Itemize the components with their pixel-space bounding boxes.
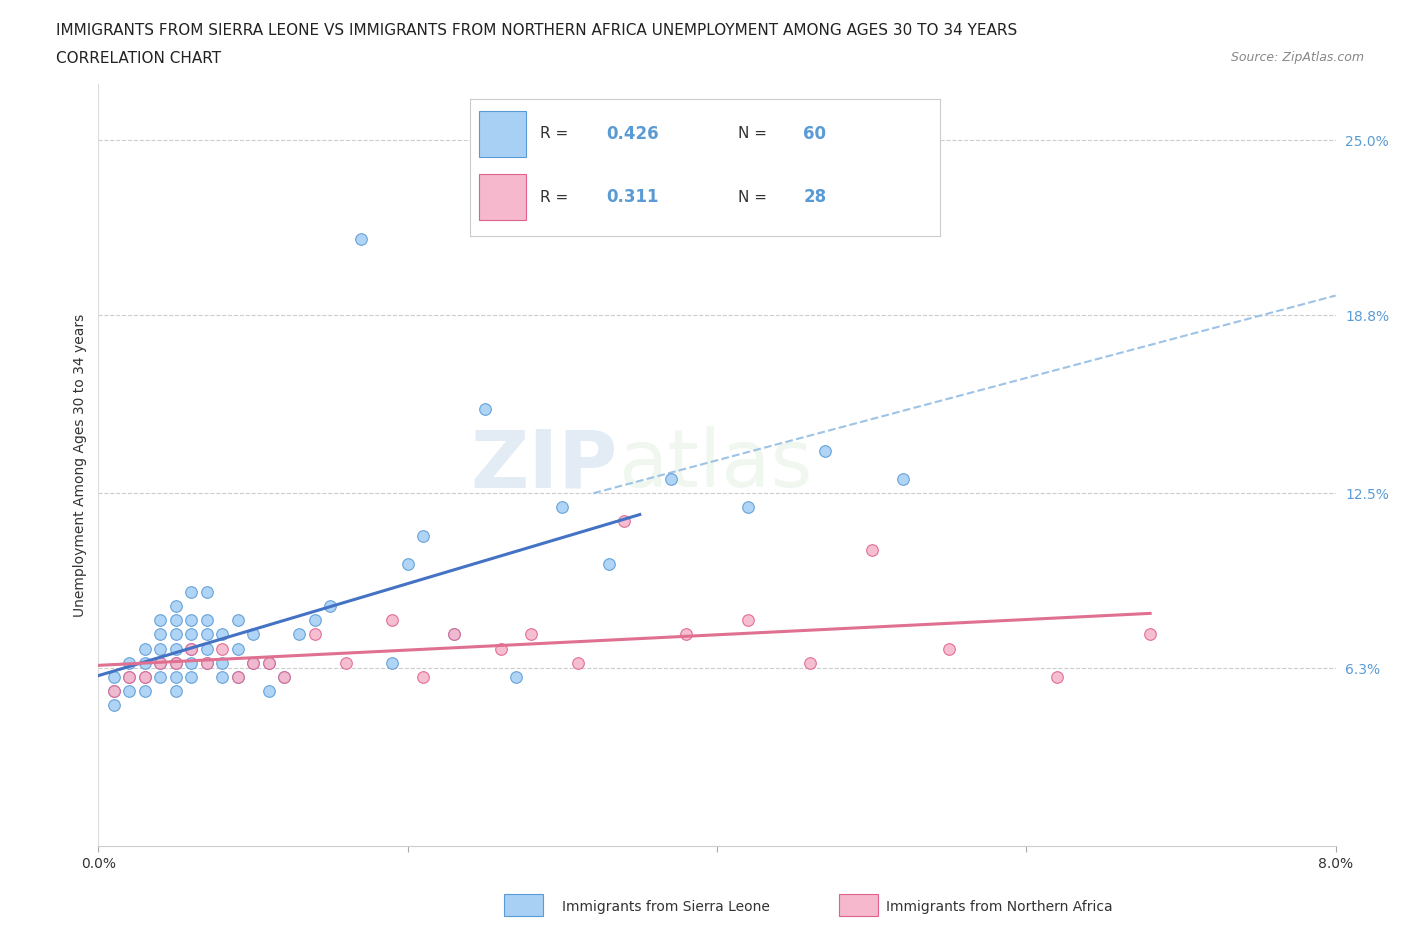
Point — [180, 641, 202, 656]
Point — [319, 599, 342, 614]
Text: Immigrants from Sierra Leone: Immigrants from Sierra Leone — [562, 899, 770, 914]
Point — [242, 656, 264, 671]
Point — [149, 670, 172, 684]
Point — [799, 656, 821, 671]
Text: Source: ZipAtlas.com: Source: ZipAtlas.com — [1230, 51, 1364, 64]
Point — [180, 613, 202, 628]
Point — [396, 556, 419, 571]
Y-axis label: Unemployment Among Ages 30 to 34 years: Unemployment Among Ages 30 to 34 years — [73, 313, 87, 617]
Point — [195, 656, 218, 671]
Point — [103, 684, 125, 698]
Point — [226, 670, 249, 684]
Point — [381, 613, 404, 628]
Point — [1046, 670, 1069, 684]
Point — [103, 670, 125, 684]
Text: CORRELATION CHART: CORRELATION CHART — [56, 51, 221, 66]
Point — [860, 542, 883, 557]
Point — [489, 641, 512, 656]
Bar — [838, 894, 877, 916]
Point — [103, 698, 125, 712]
Point — [257, 684, 280, 698]
Point — [443, 627, 465, 642]
Point — [165, 641, 187, 656]
Point — [242, 656, 264, 671]
Point — [149, 641, 172, 656]
Point — [288, 627, 311, 642]
Point — [165, 599, 187, 614]
Point — [134, 641, 156, 656]
Point — [520, 627, 543, 642]
Bar — [503, 894, 543, 916]
Point — [1139, 627, 1161, 642]
Point — [381, 656, 404, 671]
Point — [118, 670, 141, 684]
Point — [180, 627, 202, 642]
Point — [598, 556, 620, 571]
Point — [242, 627, 264, 642]
Point — [180, 670, 202, 684]
Point — [134, 670, 156, 684]
Point — [134, 684, 156, 698]
Point — [273, 670, 295, 684]
Point — [211, 641, 233, 656]
Point — [226, 670, 249, 684]
Point — [474, 401, 496, 416]
Point — [195, 641, 218, 656]
Point — [103, 684, 125, 698]
Point — [165, 627, 187, 642]
Point — [149, 656, 172, 671]
Point — [814, 444, 837, 458]
Point — [180, 656, 202, 671]
Point — [350, 232, 373, 246]
Point — [226, 641, 249, 656]
Point — [737, 613, 759, 628]
Point — [443, 627, 465, 642]
Point — [505, 670, 527, 684]
Point — [737, 500, 759, 515]
Point — [134, 656, 156, 671]
Point — [165, 684, 187, 698]
Text: IMMIGRANTS FROM SIERRA LEONE VS IMMIGRANTS FROM NORTHERN AFRICA UNEMPLOYMENT AMO: IMMIGRANTS FROM SIERRA LEONE VS IMMIGRAN… — [56, 23, 1018, 38]
Point — [165, 656, 187, 671]
Point — [118, 656, 141, 671]
Text: ZIP: ZIP — [471, 426, 619, 504]
Point — [257, 656, 280, 671]
Point — [149, 627, 172, 642]
Point — [304, 613, 326, 628]
Point — [165, 656, 187, 671]
Point — [273, 670, 295, 684]
Point — [412, 528, 434, 543]
Point — [551, 500, 574, 515]
Text: Immigrants from Northern Africa: Immigrants from Northern Africa — [886, 899, 1112, 914]
Point — [613, 514, 636, 529]
Point — [149, 613, 172, 628]
Text: atlas: atlas — [619, 426, 813, 504]
Point — [195, 656, 218, 671]
Point — [675, 627, 697, 642]
Point — [211, 656, 233, 671]
Point — [195, 585, 218, 600]
Point — [195, 613, 218, 628]
Point — [195, 627, 218, 642]
Point — [412, 670, 434, 684]
Point — [211, 627, 233, 642]
Point — [938, 641, 960, 656]
Point — [118, 670, 141, 684]
Point — [567, 656, 589, 671]
Point — [134, 670, 156, 684]
Point — [891, 472, 914, 486]
Point — [304, 627, 326, 642]
Point — [180, 641, 202, 656]
Point — [335, 656, 357, 671]
Point — [165, 670, 187, 684]
Point — [226, 613, 249, 628]
Point — [165, 613, 187, 628]
Point — [118, 684, 141, 698]
Point — [211, 670, 233, 684]
Point — [149, 656, 172, 671]
Point — [257, 656, 280, 671]
Point — [659, 472, 682, 486]
Point — [180, 585, 202, 600]
